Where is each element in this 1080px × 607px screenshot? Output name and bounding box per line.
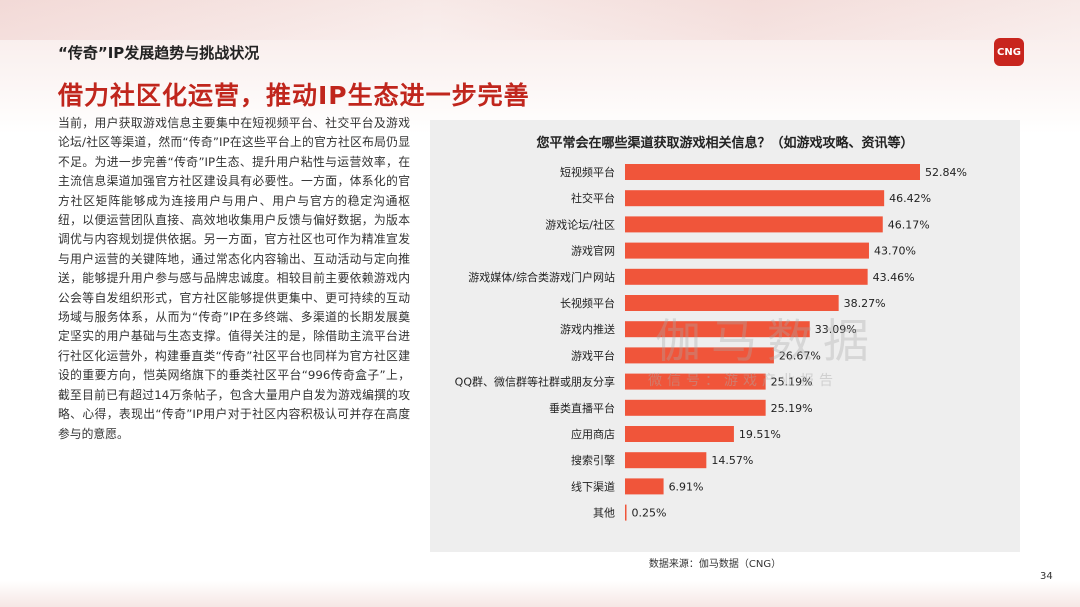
bottom-decoration xyxy=(0,581,1080,607)
category-label: QQ群、微信群等社群或朋友分享 xyxy=(455,375,615,389)
value-label: 26.67% xyxy=(779,349,821,362)
category-label: 游戏论坛/社区 xyxy=(545,217,615,231)
bar xyxy=(625,190,885,207)
section-subtitle: “传奇”IP发展趋势与挑战状况 xyxy=(58,44,260,62)
bar-chart: 短视频平台 52.84% 社交平台 46.42% 游戏论坛/社区 46.17% 游戏官网 43… xyxy=(455,164,967,521)
category-label: 线下渠道 xyxy=(571,479,615,493)
bar xyxy=(625,347,774,364)
category-label: 社交平台 xyxy=(571,191,615,205)
value-label: 0.25% xyxy=(632,507,667,520)
bar xyxy=(625,399,766,416)
value-label: 46.17% xyxy=(888,218,930,231)
category-label: 应用商店 xyxy=(571,427,615,441)
page-number: 34 xyxy=(1040,571,1053,582)
top-decoration xyxy=(0,0,1080,40)
value-label: 19.51% xyxy=(739,428,781,441)
body-paragraph: 当前，用户获取游戏信息主要集中在短视频平台、社交平台及游戏论坛/社区等渠道，然而… xyxy=(58,116,410,441)
bar xyxy=(625,164,920,180)
category-label: 游戏官网 xyxy=(571,244,615,258)
category-label: 其他 xyxy=(593,507,615,520)
bar xyxy=(625,452,707,469)
value-label: 25.19% xyxy=(771,402,813,415)
data-source: 数据来源：伽马数据（CNG） xyxy=(648,559,782,570)
value-label: 14.57% xyxy=(711,454,753,467)
bar xyxy=(625,268,868,285)
value-label: 52.84% xyxy=(925,166,967,179)
value-label: 25.19% xyxy=(771,376,813,389)
bar xyxy=(625,216,883,233)
value-label: 33.09% xyxy=(815,323,857,336)
bar xyxy=(625,321,810,338)
watermark-sub: 微信号：游戏产业报告 xyxy=(648,373,838,389)
value-label: 38.27% xyxy=(844,297,886,310)
bar xyxy=(625,242,869,259)
chart-panel: 您平常会在哪些渠道获取游戏相关信息？（如游戏攻略、资讯等） 短视频平台 52.84… xyxy=(430,120,1020,552)
bar xyxy=(625,478,664,495)
watermark-main: 伽马数据 xyxy=(655,314,879,368)
bar xyxy=(625,373,766,390)
category-label: 短视频平台 xyxy=(560,165,615,179)
bar xyxy=(625,504,627,521)
value-label: 6.91% xyxy=(669,480,704,493)
category-label: 游戏内推送 xyxy=(560,322,615,336)
category-label: 游戏平台 xyxy=(571,348,615,362)
category-label: 垂类直播平台 xyxy=(549,401,615,415)
bar xyxy=(625,295,839,311)
category-label: 游戏媒体/综合类游戏门户网站 xyxy=(468,270,615,284)
chart-title: 您平常会在哪些渠道获取游戏相关信息？（如游戏攻略、资讯等） xyxy=(536,136,914,151)
category-label: 长视频平台 xyxy=(560,296,615,310)
value-label: 43.70% xyxy=(874,245,916,258)
category-label: 搜索引擎 xyxy=(571,453,615,467)
bar xyxy=(625,426,734,442)
value-label: 43.46% xyxy=(873,271,915,284)
value-label: 46.42% xyxy=(889,192,931,205)
page-title: 借力社区化运营，推动IP生态进一步完善 xyxy=(58,81,530,110)
cng-logo: CNG xyxy=(994,38,1024,66)
